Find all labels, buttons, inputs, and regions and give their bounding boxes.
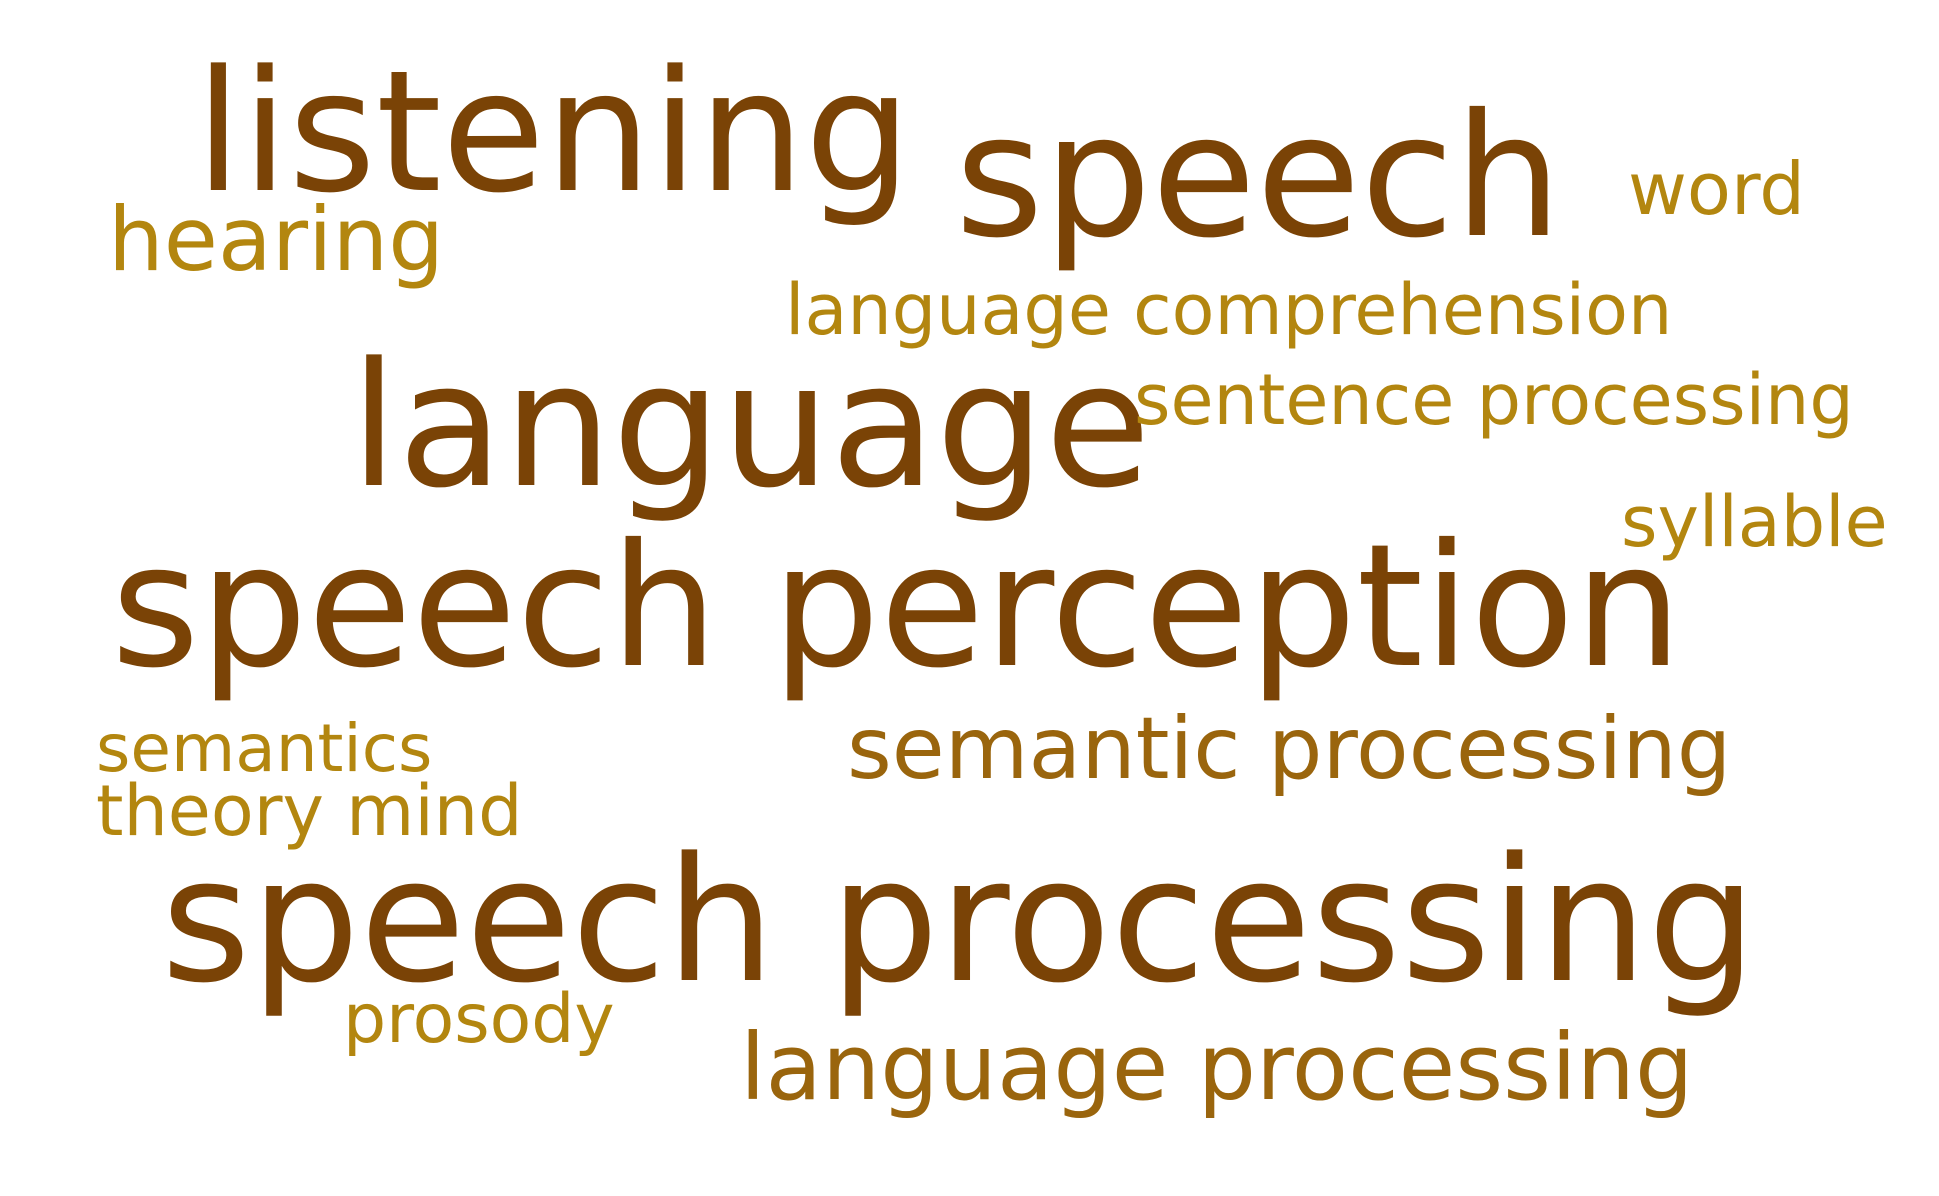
word-prosody: prosody <box>343 980 615 1059</box>
word-speech-processing: speech processing <box>161 820 1757 1021</box>
word-theory-mind: theory mind <box>96 770 523 852</box>
word-language-comprehension: language comprehension <box>785 269 1673 351</box>
word-semantic-processing: semantic processing <box>847 699 1732 799</box>
word-syllable: syllable <box>1621 481 1888 563</box>
word-speech: speech <box>955 78 1562 276</box>
word-language-processing: language processing <box>740 1014 1694 1121</box>
word-listening: listening <box>195 34 912 230</box>
word-semantics: semantics <box>96 710 433 787</box>
word-hearing: hearing <box>108 188 445 291</box>
word-word: word <box>1628 147 1805 231</box>
word-sentence-processing: sentence processing <box>1134 359 1854 441</box>
word-speech-perception: speech perception <box>111 508 1683 706</box>
word-language: language <box>350 325 1151 526</box>
